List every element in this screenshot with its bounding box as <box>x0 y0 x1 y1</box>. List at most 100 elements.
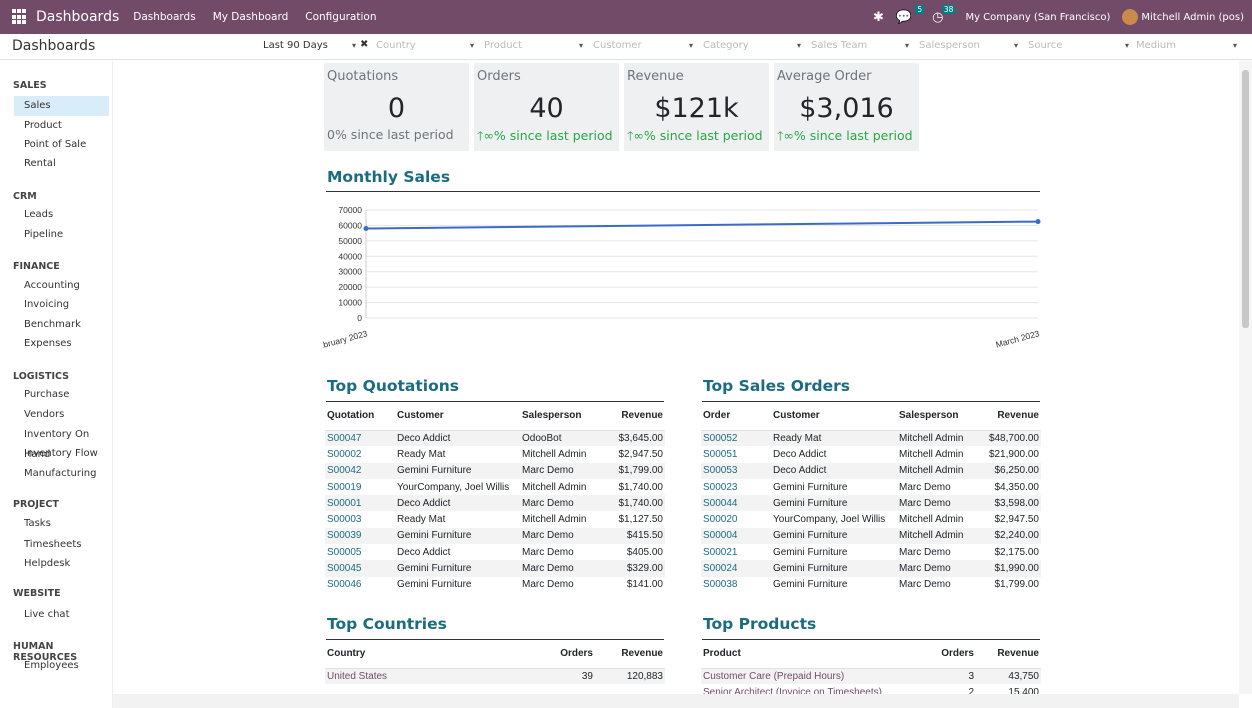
table-row[interactable]: S00039 Gemini Furniture Marc Demo $415.50 <box>325 527 665 545</box>
sidebar-item-benchmark[interactable]: Benchmark <box>24 319 81 330</box>
record-link[interactable]: S00046 <box>327 579 362 591</box>
table-cell[interactable]: S00019 <box>325 479 395 495</box>
filter-salesperson[interactable]: Salesperson <box>919 40 980 51</box>
record-link[interactable]: S00019 <box>327 481 362 493</box>
table-cell[interactable]: S00053 <box>701 462 771 479</box>
chevron-down-icon[interactable]: ▾ <box>1014 41 1019 50</box>
record-link[interactable]: S00020 <box>703 514 738 526</box>
table-row[interactable]: S00002 Ready Mat Mitchell Admin $2,947.50 <box>325 446 665 462</box>
filter-product[interactable]: Product <box>484 40 522 51</box>
chevron-down-icon[interactable]: ▾ <box>905 41 910 50</box>
table-row[interactable]: S00019 YourCompany, Joel Willis Mitchell A… <box>325 479 665 495</box>
sidebar-item-inventory-flow[interactable]: Inventory Flow <box>24 448 98 459</box>
record-link[interactable]: Customer Care (Prepaid Hours) <box>703 670 845 682</box>
column-header[interactable]: Product <box>701 640 901 669</box>
table-row[interactable]: S00001 Deco Addict Marc Demo $1,740.00 <box>325 495 665 512</box>
chevron-down-icon[interactable]: ▾ <box>1125 41 1130 50</box>
chevron-down-icon[interactable]: ▾ <box>579 41 584 50</box>
sidebar-item-leads[interactable]: Leads <box>24 209 54 220</box>
record-link[interactable]: S00023 <box>703 481 738 493</box>
table-cell[interactable]: S00020 <box>701 511 771 527</box>
table-cell[interactable]: S00039 <box>325 527 395 545</box>
record-link[interactable]: S00039 <box>327 530 362 542</box>
table-cell[interactable]: S00046 <box>325 577 395 593</box>
record-link[interactable]: S00024 <box>703 563 738 575</box>
record-link[interactable]: S00053 <box>703 465 738 477</box>
sidebar-item-point-of-sale[interactable]: Point of Sale <box>24 139 87 150</box>
record-link[interactable]: S00004 <box>703 530 738 542</box>
kpi-average-order[interactable]: Average Order $3,016 🡑∞% since last peri… <box>774 63 919 151</box>
filter-customer[interactable]: Customer <box>593 40 642 51</box>
column-header[interactable]: Revenue <box>976 640 1041 669</box>
table-row[interactable]: S00051 Deco Addict Mitchell Admin $21,900.0… <box>701 446 1041 462</box>
filter-sales-team[interactable]: Sales Team <box>811 40 868 51</box>
table-cell[interactable]: Senior Architect (Invoice on Timesheets) <box>701 684 901 694</box>
table-row[interactable]: S00052 Ready Mat Mitchell Admin $48,700.00 <box>701 430 1041 447</box>
record-link[interactable]: S00005 <box>327 546 362 558</box>
sidebar-item-timesheets[interactable]: Timesheets <box>24 539 82 550</box>
table-cell[interactable]: Customer Care (Prepaid Hours) <box>701 668 901 685</box>
table-row[interactable]: S00042 Gemini Furniture Marc Demo $1,799.00 <box>325 462 665 479</box>
table-row[interactable]: S00053 Deco Addict Mitchell Admin $6,250.00 <box>701 462 1041 479</box>
scrollbar-thumb[interactable] <box>1242 70 1249 328</box>
activities-icon[interactable]: ◷ 38 <box>932 4 956 25</box>
column-header[interactable]: Revenue <box>979 402 1041 431</box>
kpi-quotations[interactable]: Quotations 0 0% since last period <box>324 63 469 151</box>
filter-medium[interactable]: Medium <box>1136 40 1176 51</box>
column-header[interactable]: Orders <box>901 640 976 669</box>
sidebar-item-inventory-on-hand[interactable]: Inventory On Hand <box>24 429 90 460</box>
kpi-orders[interactable]: Orders 40 🡑∞% since last period <box>474 63 619 151</box>
column-header[interactable]: Order <box>701 402 771 431</box>
table-cell[interactable]: S00045 <box>325 560 395 577</box>
clear-icon[interactable]: ✖ <box>360 39 369 50</box>
table-row[interactable]: S00021 Gemini Furniture Marc Demo $2,175.00 <box>701 544 1041 560</box>
record-link[interactable]: S00003 <box>327 514 362 526</box>
table-cell[interactable]: S00004 <box>701 527 771 545</box>
record-link[interactable]: S00038 <box>703 579 738 591</box>
sidebar-item-tasks[interactable]: Tasks <box>24 518 51 529</box>
column-header[interactable]: Customer <box>395 402 520 431</box>
table-cell[interactable]: S00051 <box>701 446 771 462</box>
column-header[interactable]: Quotation <box>325 402 395 431</box>
column-header[interactable]: Orders <box>525 640 595 669</box>
table-row[interactable]: Customer Care (Prepaid Hours) 3 43,750 <box>701 668 1041 685</box>
chevron-down-icon[interactable]: ▾ <box>689 41 694 50</box>
sidebar-item-rental[interactable]: Rental <box>24 158 56 169</box>
table-cell[interactable]: S00023 <box>701 479 771 495</box>
sidebar-item-purchase[interactable]: Purchase <box>24 389 70 400</box>
column-header[interactable]: Salesperson <box>897 402 979 431</box>
record-link[interactable]: S00045 <box>327 563 362 575</box>
sidebar-item-pipeline[interactable]: Pipeline <box>24 229 64 240</box>
record-link[interactable]: S00042 <box>327 465 362 477</box>
sidebar-item-sales[interactable]: Sales <box>14 96 109 116</box>
record-link[interactable]: S00044 <box>703 497 738 509</box>
record-link[interactable]: S00052 <box>703 432 738 444</box>
filter-source[interactable]: Source <box>1028 40 1063 51</box>
table-row[interactable]: S00044 Gemini Furniture Marc Demo $3,598.00 <box>701 495 1041 512</box>
table-cell[interactable]: S00038 <box>701 577 771 593</box>
app-brand[interactable]: Dashboards <box>36 9 120 25</box>
monthly-sales-chart[interactable]: 0 10000 20000 30000 40000 50000 60000 70000 Febr… <box>323 199 1043 349</box>
table-cell[interactable]: S00042 <box>325 462 395 479</box>
user-menu[interactable]: Mitchell Admin (pos) <box>1122 9 1244 25</box>
kpi-revenue[interactable]: Revenue $121k 🡑∞% since last period <box>624 63 769 151</box>
table-cell[interactable]: S00052 <box>701 430 771 447</box>
table-row[interactable]: S00024 Gemini Furniture Marc Demo $1,990.00 <box>701 560 1041 577</box>
apps-menu-icon[interactable] <box>12 9 28 25</box>
menu-dashboards[interactable]: Dashboards <box>133 11 196 23</box>
table-row[interactable]: United States 39 120,883 <box>325 668 665 685</box>
sidebar-item-invoicing[interactable]: Invoicing <box>24 299 70 310</box>
table-cell[interactable]: United States <box>325 668 525 685</box>
record-link[interactable]: United States <box>327 670 388 682</box>
record-link[interactable]: S00051 <box>703 448 738 460</box>
sidebar-item-expenses[interactable]: Expenses <box>24 338 72 349</box>
bug-icon[interactable]: ✱ <box>873 9 884 25</box>
table-row[interactable]: S00023 Gemini Furniture Marc Demo $4,350.00 <box>701 479 1041 495</box>
company-switcher[interactable]: My Company (San Francisco) <box>965 11 1111 23</box>
table-row[interactable]: S00038 Gemini Furniture Marc Demo $1,799.00 <box>701 577 1041 593</box>
chevron-down-icon[interactable]: ▾ <box>1233 41 1238 50</box>
table-row[interactable]: S00045 Gemini Furniture Marc Demo $329.00 <box>325 560 665 577</box>
menu-configuration[interactable]: Configuration <box>305 11 377 23</box>
table-row[interactable]: S00005 Deco Addict Marc Demo $405.00 <box>325 544 665 560</box>
table-cell[interactable]: S00002 <box>325 446 395 462</box>
